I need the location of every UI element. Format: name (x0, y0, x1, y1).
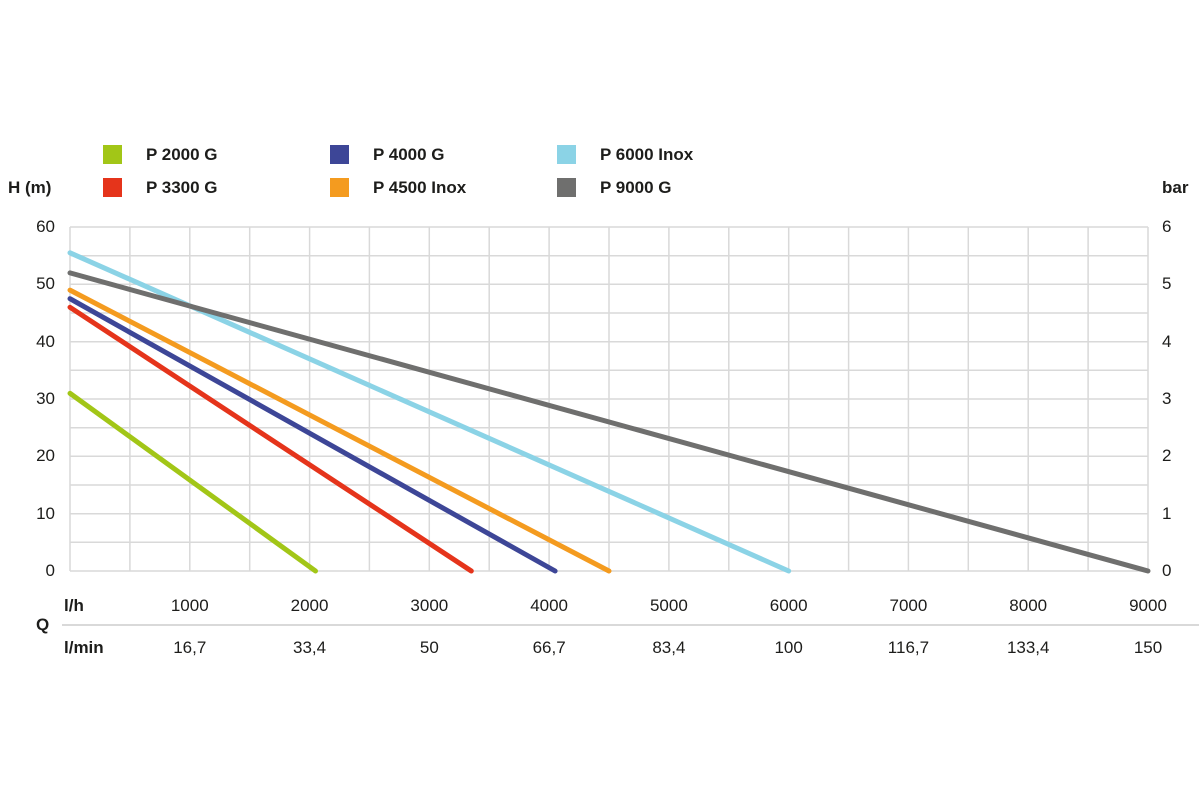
x-tick-lh-label: 4000 (530, 596, 569, 615)
y-right-tick-label: 4 (1162, 331, 1172, 351)
legend-item: P 2000 G (103, 138, 330, 171)
legend-swatch (557, 178, 576, 197)
legend-item: P 9000 G (557, 171, 693, 204)
legend-swatch (330, 178, 349, 197)
x-tick-lh-label: 1000 (170, 596, 209, 615)
x-tick-lmin-label: 16,7 (173, 638, 207, 657)
plot-area (67, 226, 1151, 574)
y-left-tick-label: 50 (36, 274, 55, 294)
x-tick-lmin-label: 50 (419, 638, 439, 657)
y-right-tick-label: 0 (1162, 561, 1172, 580)
x-tick-lh-label: 5000 (649, 596, 688, 615)
x-tick-lh-label: 3000 (410, 596, 449, 615)
x-tick-lmin-label: 66,7 (532, 638, 566, 657)
legend-label: P 6000 Inox (600, 144, 694, 164)
y-right-tick-label: 3 (1162, 389, 1172, 408)
legend-label: P 9000 G (600, 177, 672, 197)
y-left-tick-label: 0 (45, 561, 55, 580)
y-left-tick-label: 10 (36, 503, 55, 523)
y-right-tick-label: 2 (1162, 446, 1172, 466)
x-tick-lh-label: 2000 (290, 596, 329, 615)
x-tick-lmin-label: 33,4 (293, 638, 327, 657)
x-tick-lmin-label: 116,7 (887, 638, 930, 657)
series-line (67, 390, 318, 574)
x-tick-lmin-label: 83,4 (652, 638, 686, 657)
legend-swatch (330, 145, 349, 164)
legend-item: P 4000 G (330, 138, 557, 171)
x-axis-unit-lmin: l/min (64, 638, 104, 657)
series-line (67, 287, 612, 574)
legend-item: P 3300 G (103, 171, 330, 204)
legend-label: P 4500 Inox (373, 177, 467, 197)
y-left-tick-label: 60 (36, 217, 55, 236)
x-tick-lmin-label: 150 (1133, 638, 1163, 657)
x-tick-lmin-label: 133,4 (1006, 638, 1050, 657)
x-tick-lh-label: 6000 (769, 596, 808, 615)
x-axis-title: Q (36, 615, 50, 634)
x-tick-lh-label: 9000 (1129, 596, 1167, 615)
legend-item: P 4500 Inox (330, 171, 557, 204)
legend-swatch (103, 145, 122, 164)
y-right-tick-label: 5 (1162, 274, 1172, 294)
y-left-tick-label: 30 (36, 389, 55, 408)
legend-label: P 4000 G (373, 144, 445, 164)
series-line (67, 296, 558, 574)
legend-swatch (557, 145, 576, 164)
series-line (67, 304, 474, 574)
y-right-tick-label: 6 (1162, 217, 1172, 236)
y-left-tick-label: 20 (36, 446, 55, 466)
x-axis-unit-lh: l/h (64, 596, 84, 615)
x-axis-separator-line (62, 624, 1199, 626)
legend-label: P 3300 G (146, 177, 218, 197)
legend-label: P 2000 G (146, 144, 218, 164)
y-left-tick-label: 40 (36, 331, 55, 351)
x-tick-lmin-label: 100 (774, 638, 803, 657)
series-line (67, 270, 1151, 574)
legend-item: P 6000 Inox (557, 138, 693, 171)
y-right-tick-label: 1 (1162, 503, 1172, 523)
legend: P 2000 G P 3300 G P 4000 G P 4500 Inox P 600… (103, 138, 693, 204)
y-left-axis-title: H (m) (8, 178, 52, 197)
legend-swatch (103, 178, 122, 197)
y-right-axis-title: bar (1162, 178, 1189, 197)
x-tick-lh-label: 7000 (889, 596, 928, 615)
x-tick-lh-label: 8000 (1009, 596, 1048, 615)
